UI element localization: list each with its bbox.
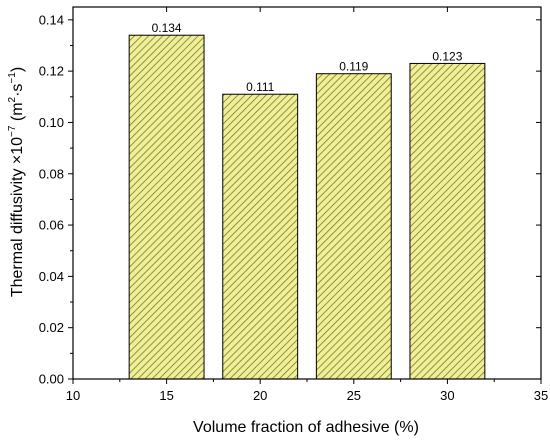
x-tick-label-15: 15 <box>159 388 173 403</box>
y-axis-title-unit-seconds: ·s <box>9 84 26 97</box>
data-label-25: 0.119 <box>339 60 368 74</box>
y-tick-label-0.04: 0.04 <box>39 269 64 284</box>
bar-25 <box>315 73 392 380</box>
x-axis: 10 15 20 25 30 35 <box>66 7 548 403</box>
y-tick-label-0.12: 0.12 <box>39 64 64 79</box>
y-axis-title-unit-open: (m <box>9 102 26 125</box>
y-axis-title-exponent: −7 <box>7 125 18 137</box>
x-tick-label-35: 35 <box>534 388 548 403</box>
data-label-20: 0.111 <box>246 80 275 94</box>
x-tick-label-30: 30 <box>440 388 454 403</box>
data-label-15: 0.134 <box>152 21 182 35</box>
y-axis-title-unit-square: 2 <box>7 96 18 102</box>
data-labels: 0.134 0.111 0.119 0.123 <box>152 21 463 94</box>
bar-30 <box>409 62 486 380</box>
y-axis-title-unit-exponent: −1 <box>7 72 18 84</box>
y-axis-title-unit-close: ) <box>9 67 26 72</box>
x-tick-label-25: 25 <box>347 388 361 403</box>
x-tick-label-10: 10 <box>66 388 80 403</box>
y-axis-title: Thermal diffusivity ×10−7 (m2·s−1) <box>7 67 26 297</box>
y-tick-label-0.06: 0.06 <box>39 218 64 233</box>
x-axis-title: Volume fraction of adhesive (%) <box>193 419 419 436</box>
data-label-30: 0.123 <box>432 49 462 63</box>
bars <box>128 34 486 380</box>
bar-15 <box>128 34 205 380</box>
bar-20 <box>222 93 299 380</box>
y-tick-label-0.14: 0.14 <box>39 12 64 27</box>
y-tick-label-0.00: 0.00 <box>39 372 64 387</box>
x-tick-label-20: 20 <box>253 388 267 403</box>
y-tick-label-0.10: 0.10 <box>39 115 64 130</box>
y-axis-title-main: Thermal diffusivity ×10 <box>9 137 26 297</box>
y-axis: 0.00 0.02 0.04 0.06 0.08 0.10 0.12 0.14 <box>39 12 541 387</box>
y-tick-label-0.02: 0.02 <box>39 320 64 335</box>
y-tick-label-0.08: 0.08 <box>39 166 64 181</box>
